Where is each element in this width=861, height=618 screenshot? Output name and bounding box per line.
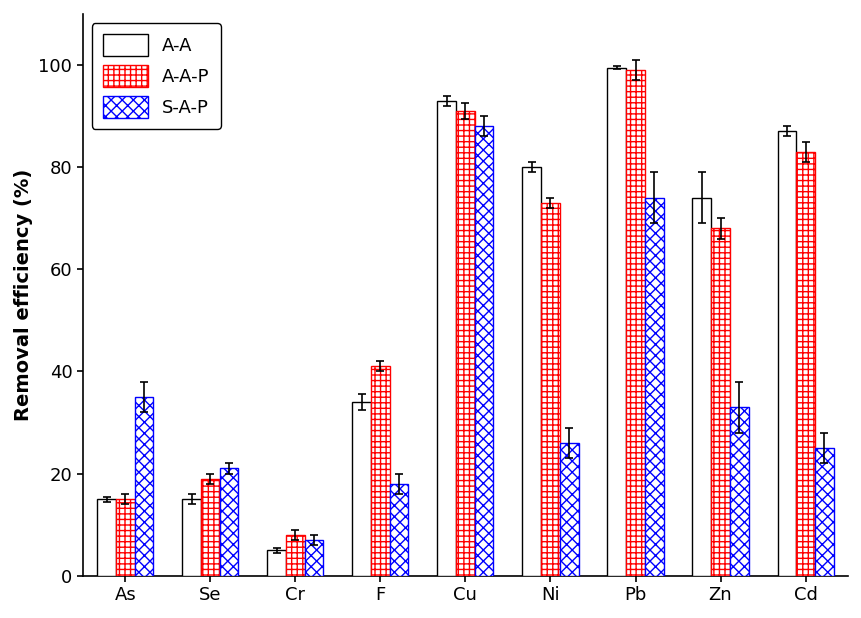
Bar bbox=[559, 443, 578, 576]
Bar bbox=[710, 229, 729, 576]
Bar bbox=[607, 67, 625, 576]
Bar bbox=[691, 198, 710, 576]
Bar bbox=[777, 132, 796, 576]
Bar bbox=[437, 101, 455, 576]
Bar bbox=[729, 407, 747, 576]
Bar bbox=[474, 126, 492, 576]
Bar bbox=[455, 111, 474, 576]
Bar bbox=[814, 448, 833, 576]
Bar bbox=[644, 198, 663, 576]
Bar bbox=[522, 167, 541, 576]
Bar bbox=[286, 535, 304, 576]
Bar bbox=[304, 540, 323, 576]
Y-axis label: Removal efficiency (%): Removal efficiency (%) bbox=[14, 169, 33, 421]
Bar bbox=[625, 70, 644, 576]
Legend: A-A, A-A-P, S-A-P: A-A, A-A-P, S-A-P bbox=[91, 23, 220, 129]
Bar bbox=[201, 479, 220, 576]
Bar bbox=[182, 499, 201, 576]
Bar bbox=[134, 397, 153, 576]
Bar bbox=[115, 499, 134, 576]
Bar bbox=[370, 366, 389, 576]
Bar bbox=[389, 484, 408, 576]
Bar bbox=[97, 499, 115, 576]
Bar bbox=[796, 152, 814, 576]
Bar bbox=[541, 203, 559, 576]
Bar bbox=[267, 550, 286, 576]
Bar bbox=[220, 468, 238, 576]
Bar bbox=[352, 402, 370, 576]
